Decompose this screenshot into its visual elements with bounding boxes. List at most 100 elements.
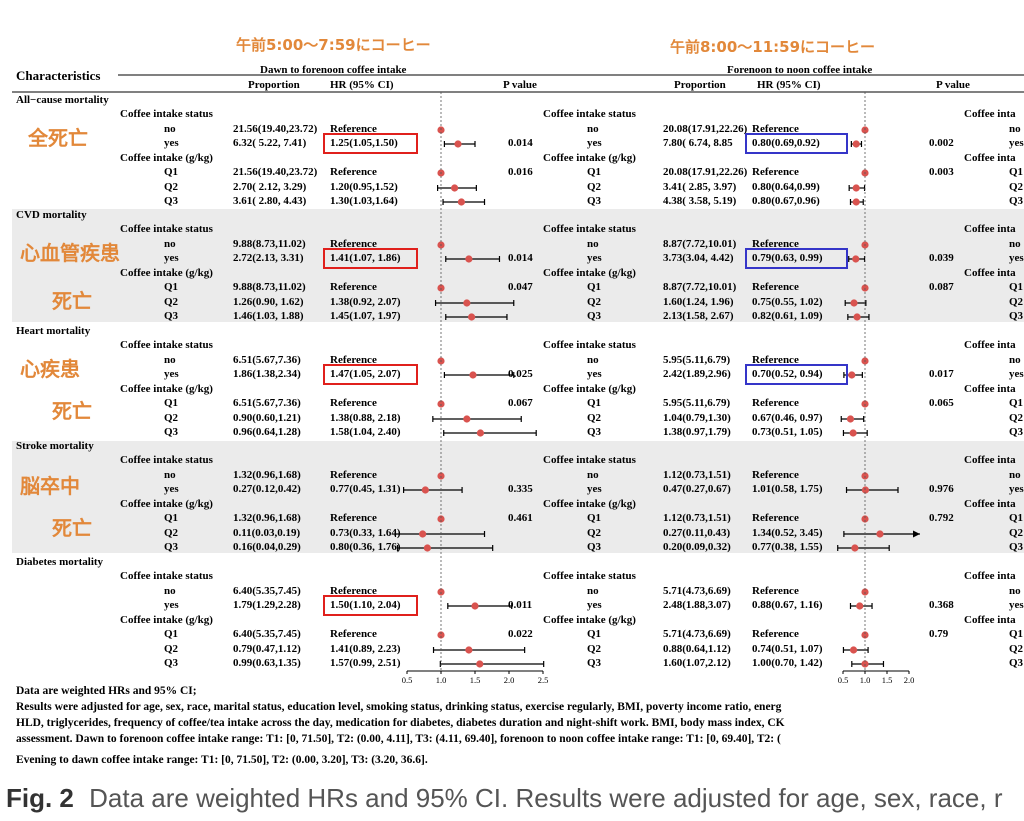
- mortality-stroke-gkg-q3-label: Q3: [164, 541, 179, 553]
- mortality-heart-gkg-q3-plot-2-point: [849, 429, 857, 437]
- mortality-cvd-gkg-q2-hr-1: 1.38(0.92, 2.07): [330, 296, 401, 308]
- mortality-cvd-gkg-q1-label-3: Q1: [1009, 281, 1024, 293]
- mortality-stroke-gkg-q1-plot-2-point: [861, 515, 869, 523]
- mortality-diabetes-gkg-q1-hr-1: Reference: [330, 628, 377, 640]
- proportion-header-1: Proportion: [248, 79, 300, 91]
- mortality-diabetes-gkg-pvalue-2: 0.79: [929, 628, 949, 640]
- mortality-stroke-status-no-label-3: no: [1009, 469, 1021, 481]
- mortality-diabetes-status-no-label-3: no: [1009, 585, 1021, 597]
- subheader-gkg-cut: Coffee inta: [964, 614, 1016, 626]
- x-tick-label-2: 1.0: [860, 675, 871, 685]
- mortality-heart-gkg-q3-proportion-1: 0.96(0.64,1.28): [233, 426, 301, 438]
- mortality-cvd-gkg-pvalue-1: 0.047: [508, 281, 533, 293]
- mortality-cvd-status-yes-hr-1: 1.41(1.07, 1.86): [330, 252, 401, 264]
- mortality-heart-gkg-pvalue-2: 0.065: [929, 397, 954, 409]
- mortality-diabetes-gkg-q2-label: Q2: [164, 643, 179, 655]
- subheader-gkg: Coffee intake (g/kg): [120, 267, 213, 279]
- subheader-status: Coffee intake status: [120, 570, 213, 582]
- mortality-cvd-gkg-q2-proportion-1: 1.26(0.90, 1.62): [233, 296, 304, 308]
- hr-header-1: HR (95% CI): [330, 79, 394, 91]
- mortality-stroke-gkg-q1-hr-2: Reference: [752, 512, 799, 524]
- characteristics-header: Characteristics: [16, 68, 101, 83]
- subheader-status: Coffee intake status: [543, 108, 636, 120]
- mortality-stroke-status-no-hr-2: Reference: [752, 469, 799, 481]
- mortality-cvd-gkg-q2-label-2: Q2: [587, 296, 602, 308]
- mortality-all-status-no-hr-2: Reference: [752, 123, 799, 135]
- mortality-stroke-status-no-proportion-1: 1.32(0.96,1.68): [233, 469, 301, 481]
- mortality-cvd-status-yes-label-2: yes: [587, 252, 602, 264]
- mortality-cvd-gkg-q3-plot-1-point: [468, 313, 476, 321]
- mortality-stroke-gkg-q1-label-3: Q1: [1009, 512, 1024, 524]
- mortality-stroke-status-yes-proportion-2: 0.47(0.27,0.67): [663, 483, 731, 495]
- x-tick-label-2: 0.5: [838, 675, 849, 685]
- mortality-cvd-gkg-q3-proportion-2: 2.13(1.58, 2.67): [663, 310, 734, 322]
- mortality-cvd-status-no-proportion-2: 8.87(7.72,10.01): [663, 238, 737, 250]
- mortality-heart-status-no-label-2: no: [587, 354, 599, 366]
- mortality-stroke-status-yes-proportion-1: 0.27(0.12,0.42): [233, 483, 301, 495]
- pvalue-header-1: P value: [503, 79, 537, 91]
- mortality-diabetes-gkg-pvalue-1: 0.022: [508, 628, 533, 640]
- subheader-status: Coffee intake status: [543, 570, 636, 582]
- mortality-all-status-yes-red-box: [323, 133, 418, 154]
- mortality-heart-gkg-q3-proportion-2: 1.38(0.97,1.79): [663, 426, 731, 438]
- mortality-stroke-status-yes-hr-1: 0.77(0.45, 1.31): [330, 483, 401, 495]
- mortality-heart-gkg-q2-proportion-1: 0.90(0.60,1.21): [233, 412, 301, 424]
- mortality-all-gkg-q1-proportion-1: 21.56(19.40,23.72): [233, 166, 318, 178]
- mortality-cvd-gkg-q3-label-2: Q3: [587, 310, 602, 322]
- mortality-cvd-jp-label: 死亡: [52, 289, 92, 313]
- mortality-heart-gkg-q2-plot-1-point: [463, 415, 471, 423]
- mortality-stroke-status-yes-plot-1-point: [421, 486, 429, 494]
- mortality-heart-gkg-q2-hr-2: 0.67(0.46, 0.97): [752, 412, 823, 424]
- mortality-diabetes-title: Diabetes mortality: [16, 556, 104, 568]
- mortality-heart-status-no-hr-1: Reference: [330, 354, 377, 366]
- footnote-line: Results were adjusted for age, sex, race…: [16, 701, 782, 713]
- mortality-diabetes-status-no-proportion-2: 5.71(4.73,6.69): [663, 585, 731, 597]
- mortality-cvd-status-yes-label-3: yes: [1009, 252, 1024, 264]
- mortality-diabetes-gkg-q3-proportion-2: 1.60(1.07,2.12): [663, 657, 731, 669]
- mortality-diabetes-gkg-q3-label-3: Q3: [1009, 657, 1024, 669]
- mortality-stroke-gkg-q2-plot-2-point: [876, 530, 884, 538]
- mortality-all-gkg-q2-plot-2-point: [852, 184, 860, 192]
- mortality-stroke-gkg-pvalue-1: 0.461: [508, 512, 533, 524]
- mortality-heart-status-yes-hr-2: 0.70(0.52, 0.94): [752, 368, 823, 380]
- mortality-diabetes-status-yes-red-box: [323, 595, 418, 616]
- mortality-diabetes-status-yes-proportion-2: 2.48(1.88,3.07): [663, 599, 731, 611]
- mortality-cvd-gkg-q1-hr-2: Reference: [752, 281, 799, 293]
- mortality-diabetes-gkg-q2-label-2: Q2: [587, 643, 602, 655]
- mortality-diabetes-gkg-q2-hr-2: 0.74(0.51, 1.07): [752, 643, 823, 655]
- mortality-stroke-gkg-q3-proportion-1: 0.16(0.04,0.29): [233, 541, 301, 553]
- mortality-all-gkg-q2-label: Q2: [164, 181, 179, 193]
- subheader-gkg: Coffee intake (g/kg): [543, 498, 636, 510]
- mortality-cvd-gkg-q3-plot-2-point: [853, 313, 861, 321]
- x-tick-label-1: 1.0: [436, 675, 447, 685]
- mortality-diabetes-status-no-hr-1: Reference: [330, 585, 377, 597]
- time-label-forenoon: 午前8:00〜11:59にコーヒー: [670, 38, 876, 56]
- mortality-stroke-gkg-q2-label-2: Q2: [587, 527, 602, 539]
- mortality-heart-gkg-q3-label-2: Q3: [587, 426, 602, 438]
- mortality-cvd-status-yes-blue-box: [745, 248, 848, 269]
- mortality-cvd-gkg-pvalue-2: 0.087: [929, 281, 954, 293]
- subheader-gkg: Coffee intake (g/kg): [120, 614, 213, 626]
- group1-header: Dawn to forenoon coffee intake: [260, 64, 407, 76]
- mortality-cvd-title: CVD mortality: [16, 209, 87, 221]
- time-label-dawn: 午前5:00〜7:59にコーヒー: [236, 36, 431, 54]
- mortality-heart-gkg-q1-proportion-2: 5.95(5.11,6.79): [663, 397, 731, 409]
- mortality-all-jp-label: 全死亡: [28, 126, 88, 150]
- mortality-heart-gkg-q1-hr-2: Reference: [752, 397, 799, 409]
- mortality-heart-status-no-label: no: [164, 354, 176, 366]
- mortality-cvd-gkg-q2-proportion-2: 1.60(1.24, 1.96): [663, 296, 734, 308]
- mortality-cvd-gkg-q1-hr-1: Reference: [330, 281, 377, 293]
- mortality-all-gkg-q3-label-2: Q3: [587, 195, 602, 207]
- mortality-stroke-status-no-label-2: no: [587, 469, 599, 481]
- figure-caption: Fig. 2 Data are weighted HRs and 95% CI.…: [6, 783, 1002, 814]
- mortality-all-gkg-q3-label-3: Q3: [1009, 195, 1024, 207]
- mortality-stroke-gkg-q3-plot-1-point: [423, 544, 431, 552]
- mortality-heart-gkg-q2-hr-1: 1.38(0.88, 2.18): [330, 412, 401, 424]
- subheader-status: Coffee intake status: [120, 454, 213, 466]
- mortality-stroke-gkg-q2-plot-2-ci-arrow: [913, 530, 920, 538]
- mortality-heart-title: Heart mortality: [16, 325, 91, 337]
- mortality-cvd-gkg-q2-plot-2-point: [850, 299, 858, 307]
- mortality-diabetes-status-yes-proportion-1: 1.79(1.29,2.28): [233, 599, 301, 611]
- mortality-diabetes-gkg-q3-plot-1-point: [476, 660, 484, 668]
- mortality-heart-status-yes-label-3: yes: [1009, 368, 1024, 380]
